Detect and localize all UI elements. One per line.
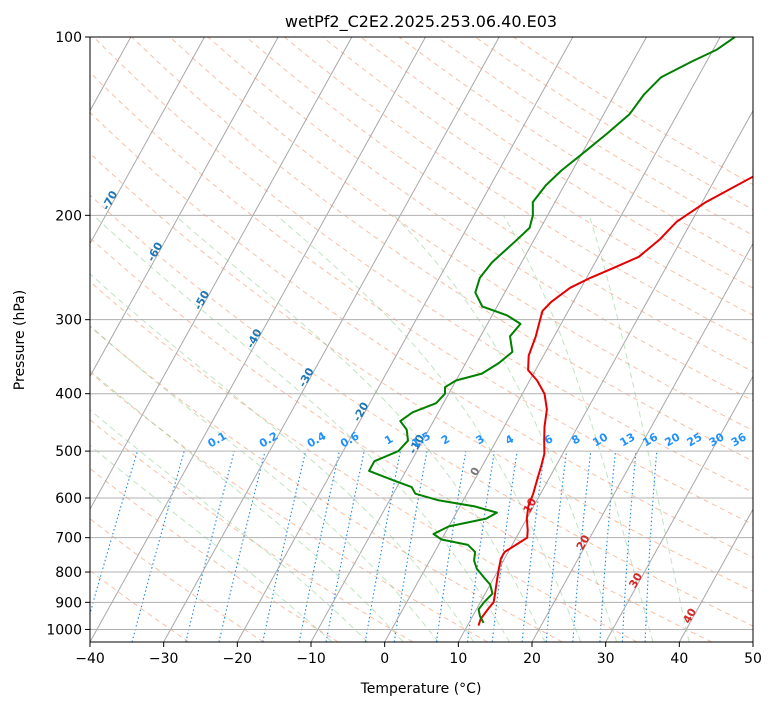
mixing-ratio-line: [521, 451, 546, 642]
dry-adiabat: [90, 467, 339, 642]
dry-adiabat: [90, 569, 190, 642]
dry-adiabat: [90, 518, 264, 642]
isotherm-line: [90, 37, 205, 245]
x-tick-label: −10: [296, 651, 326, 667]
isotherm-line: [678, 508, 753, 642]
x-tick-label: −40: [75, 651, 105, 667]
sounding-series: [368, 37, 753, 626]
y-tick-label: 600: [55, 491, 82, 507]
isotherm-line: [605, 375, 753, 642]
x-tick-label: −20: [223, 651, 253, 667]
y-tick-label: 900: [55, 595, 82, 611]
x-tick-label: 30: [597, 651, 615, 667]
mixing-ratio-line: [545, 451, 568, 642]
y-tick-label: 200: [55, 208, 82, 224]
moist-adiabat: [393, 214, 618, 642]
isotherm-line: [90, 37, 426, 642]
moist-adiabat: [90, 409, 369, 642]
isotherm-line: [163, 37, 500, 642]
x-axis-label: Temperature (°C): [360, 681, 482, 697]
y-tick-label: 400: [55, 387, 82, 403]
dry-adiabat: [93, 37, 753, 493]
y-tick-label: 1000: [46, 622, 82, 638]
moist-adiabat: [276, 214, 582, 642]
isotherm-line: [310, 37, 647, 642]
dry-adiabat: [169, 37, 753, 432]
isotherm-line: [531, 242, 753, 642]
y-tick-label: 700: [55, 531, 82, 547]
isotherm-line: [384, 37, 721, 642]
dry-adiabat: [245, 37, 753, 373]
mixing-ratio-line: [262, 450, 307, 642]
isotherm-line: [236, 37, 574, 642]
mixing-ratio-line: [599, 451, 617, 642]
x-tick-label: 50: [744, 651, 762, 667]
dry-adiabat: [322, 37, 753, 316]
x-tick-label: 10: [449, 651, 467, 667]
isotherm-line: [90, 37, 279, 378]
x-tick-label: 20: [523, 651, 541, 667]
y-axis-label: Pressure (hPa): [12, 290, 28, 390]
x-tick-label: 40: [670, 651, 688, 667]
mixing-ratio-line: [298, 450, 340, 642]
moist-adiabat: [588, 215, 690, 642]
mixing-ratio-line: [185, 450, 235, 642]
y-axis-ticks: 100 200 300 400 500 600 700 800 900 1000: [46, 30, 90, 638]
isotherm-line: [90, 37, 353, 511]
pressure-gridlines: [90, 37, 753, 630]
mixing-ratio-line: [491, 451, 518, 642]
mixing-ratio-line: [572, 451, 592, 642]
moist-adiabat: [90, 273, 475, 642]
mixing-ratio-line: [435, 451, 467, 642]
isotherm-line: [457, 109, 753, 642]
dry-adiabat: [90, 237, 712, 642]
x-tick-label: −30: [149, 651, 179, 667]
plot-background: [90, 37, 753, 642]
x-axis-ticks: −40 −30 −20 −10 0 10 20 30 40 50: [75, 642, 762, 667]
moist-adiabat: [90, 369, 404, 642]
moist-adiabats: [90, 214, 690, 642]
chart-title: wetPf2_C2E2.2025.253.06.40.E03: [285, 12, 557, 32]
dry-adiabat: [284, 37, 753, 344]
mixing-ratio-lines: [90, 450, 658, 642]
y-tick-label: 500: [55, 444, 82, 460]
dry-adiabat: [90, 280, 638, 642]
x-tick-label: 0: [380, 651, 389, 667]
moist-adiabat: [502, 215, 654, 642]
dry-adiabat: [90, 194, 753, 627]
y-tick-label: 300: [55, 313, 82, 329]
moist-adiabat: [93, 214, 510, 642]
y-tick-label: 100: [55, 30, 82, 46]
mixing-ratio-line: [466, 451, 495, 642]
moist-adiabat: [90, 444, 333, 642]
plot-area: -100-90-80-70-60-50-40-30-20-10010203040…: [90, 37, 753, 642]
moist-adiabat: [174, 214, 546, 642]
plot-frame: [89, 36, 754, 643]
dry-adiabat: [90, 371, 488, 642]
moist-adiabat: [90, 325, 439, 642]
y-tick-label: 800: [55, 565, 82, 581]
isotherm-lines: [90, 37, 753, 642]
temperature-profile-line: [477, 175, 753, 626]
mixing-ratio-line: [90, 450, 138, 616]
dry-adiabat: [90, 152, 753, 592]
mixing-ratio-line: [218, 450, 266, 642]
dewpoint-profile-line: [368, 37, 736, 624]
